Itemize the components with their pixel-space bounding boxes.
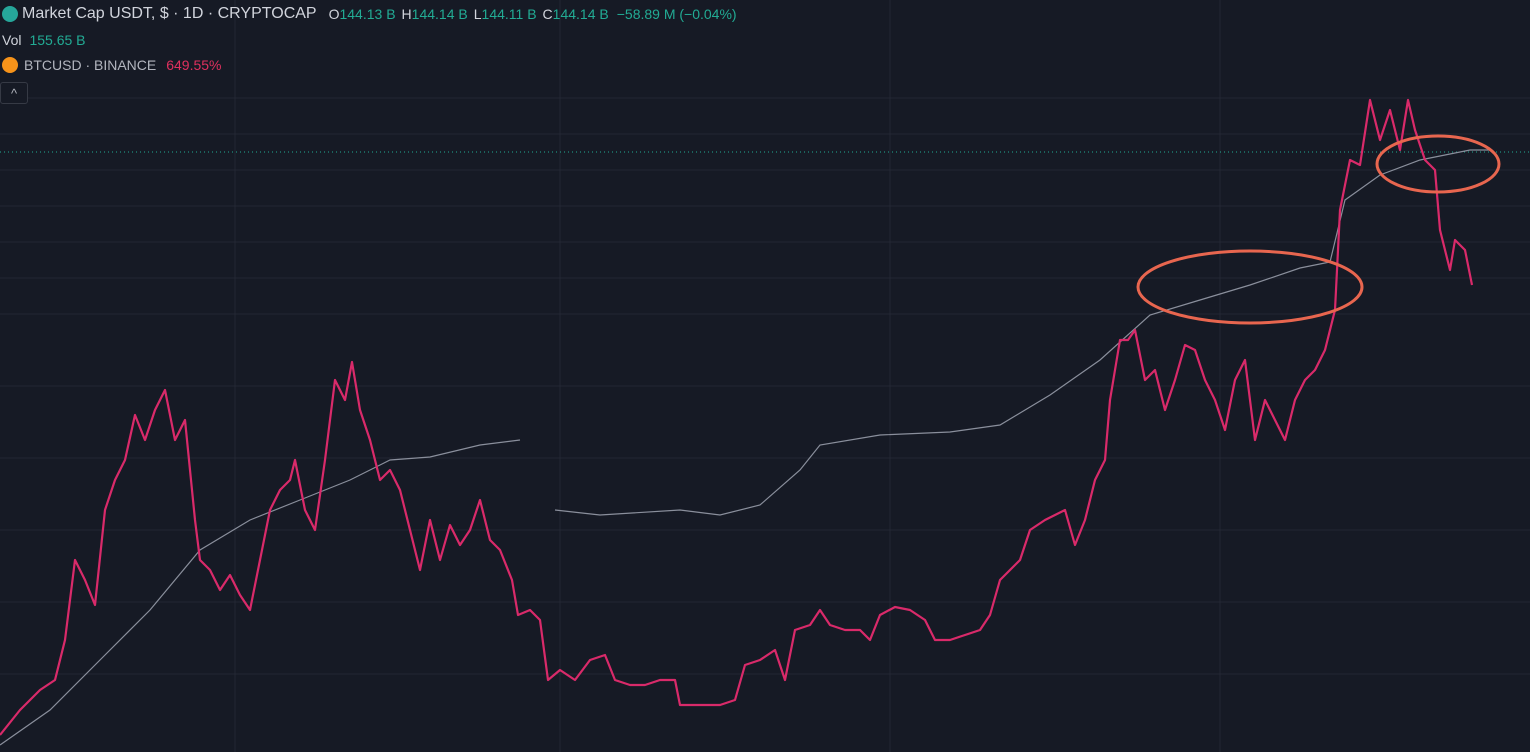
compare-symbol[interactable]: BTCUSD · BINANCE [24, 57, 157, 73]
volume-row: Vol 155.65 B [0, 31, 90, 49]
usdt-line [0, 439, 521, 746]
volume-label: Vol [2, 32, 22, 48]
collapse-button[interactable]: ^ [0, 82, 28, 104]
ohlc-key: O [328, 6, 340, 22]
change: −58.89 M (−0.04%) [616, 6, 737, 22]
volume-value: 155.65 B [29, 32, 86, 48]
ohlc-value: 144.14 B [411, 6, 468, 22]
compare-value: 649.55% [166, 57, 222, 73]
usdt-line [554, 149, 1490, 516]
annotation-ellipse [1136, 249, 1364, 325]
main-row: Market Cap USDT, $ · 1D · CRYPTOCAP O 144… [0, 4, 741, 24]
ohlc-value: 144.14 B [552, 6, 609, 22]
ohlc-value: 144.13 B [339, 6, 396, 22]
ohlc-value: 144.11 B [481, 6, 537, 22]
compare-row: BTCUSD · BINANCE 649.55% [0, 56, 222, 74]
btc-line [0, 98, 1474, 736]
usdt-icon [2, 6, 18, 22]
annotation-ellipse [1375, 134, 1501, 194]
symbol-title[interactable]: Market Cap USDT, $ · 1D · CRYPTOCAP [22, 5, 317, 22]
ohlc-key: H [401, 6, 412, 22]
ohlc-key: C [542, 6, 553, 22]
ohlc-key: L [473, 6, 482, 22]
btc-icon [2, 57, 18, 73]
